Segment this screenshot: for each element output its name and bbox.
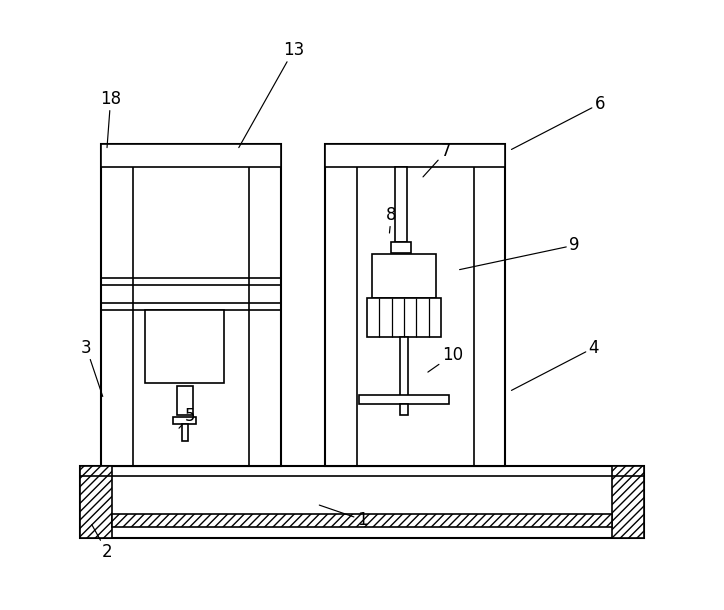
Bar (400, 404, 408, 415)
Text: 2: 2 (92, 525, 112, 561)
Bar (325, 144, 505, 167)
Bar (400, 337, 408, 402)
Bar (391, 242, 411, 253)
Text: 6: 6 (511, 95, 605, 149)
Bar (372, 254, 436, 298)
Bar (359, 395, 449, 404)
Bar (112, 514, 612, 527)
Bar (612, 466, 644, 538)
Bar (80, 466, 644, 538)
Text: 4: 4 (511, 339, 599, 390)
Bar (145, 310, 224, 383)
Bar (101, 144, 281, 466)
Text: 8: 8 (386, 206, 397, 233)
Bar (101, 144, 281, 167)
Bar (173, 417, 196, 424)
Bar (367, 298, 441, 337)
Text: 3: 3 (81, 339, 103, 396)
Text: 5: 5 (179, 407, 195, 428)
Text: 18: 18 (100, 90, 121, 148)
Bar (395, 167, 407, 242)
Text: 7: 7 (423, 142, 452, 177)
Bar (80, 466, 112, 538)
Text: 9: 9 (460, 236, 579, 270)
Text: 13: 13 (239, 41, 304, 148)
Text: 10: 10 (428, 346, 463, 372)
Bar (325, 144, 505, 466)
Bar (182, 424, 188, 441)
Bar (177, 386, 193, 415)
Text: 1: 1 (319, 505, 367, 529)
